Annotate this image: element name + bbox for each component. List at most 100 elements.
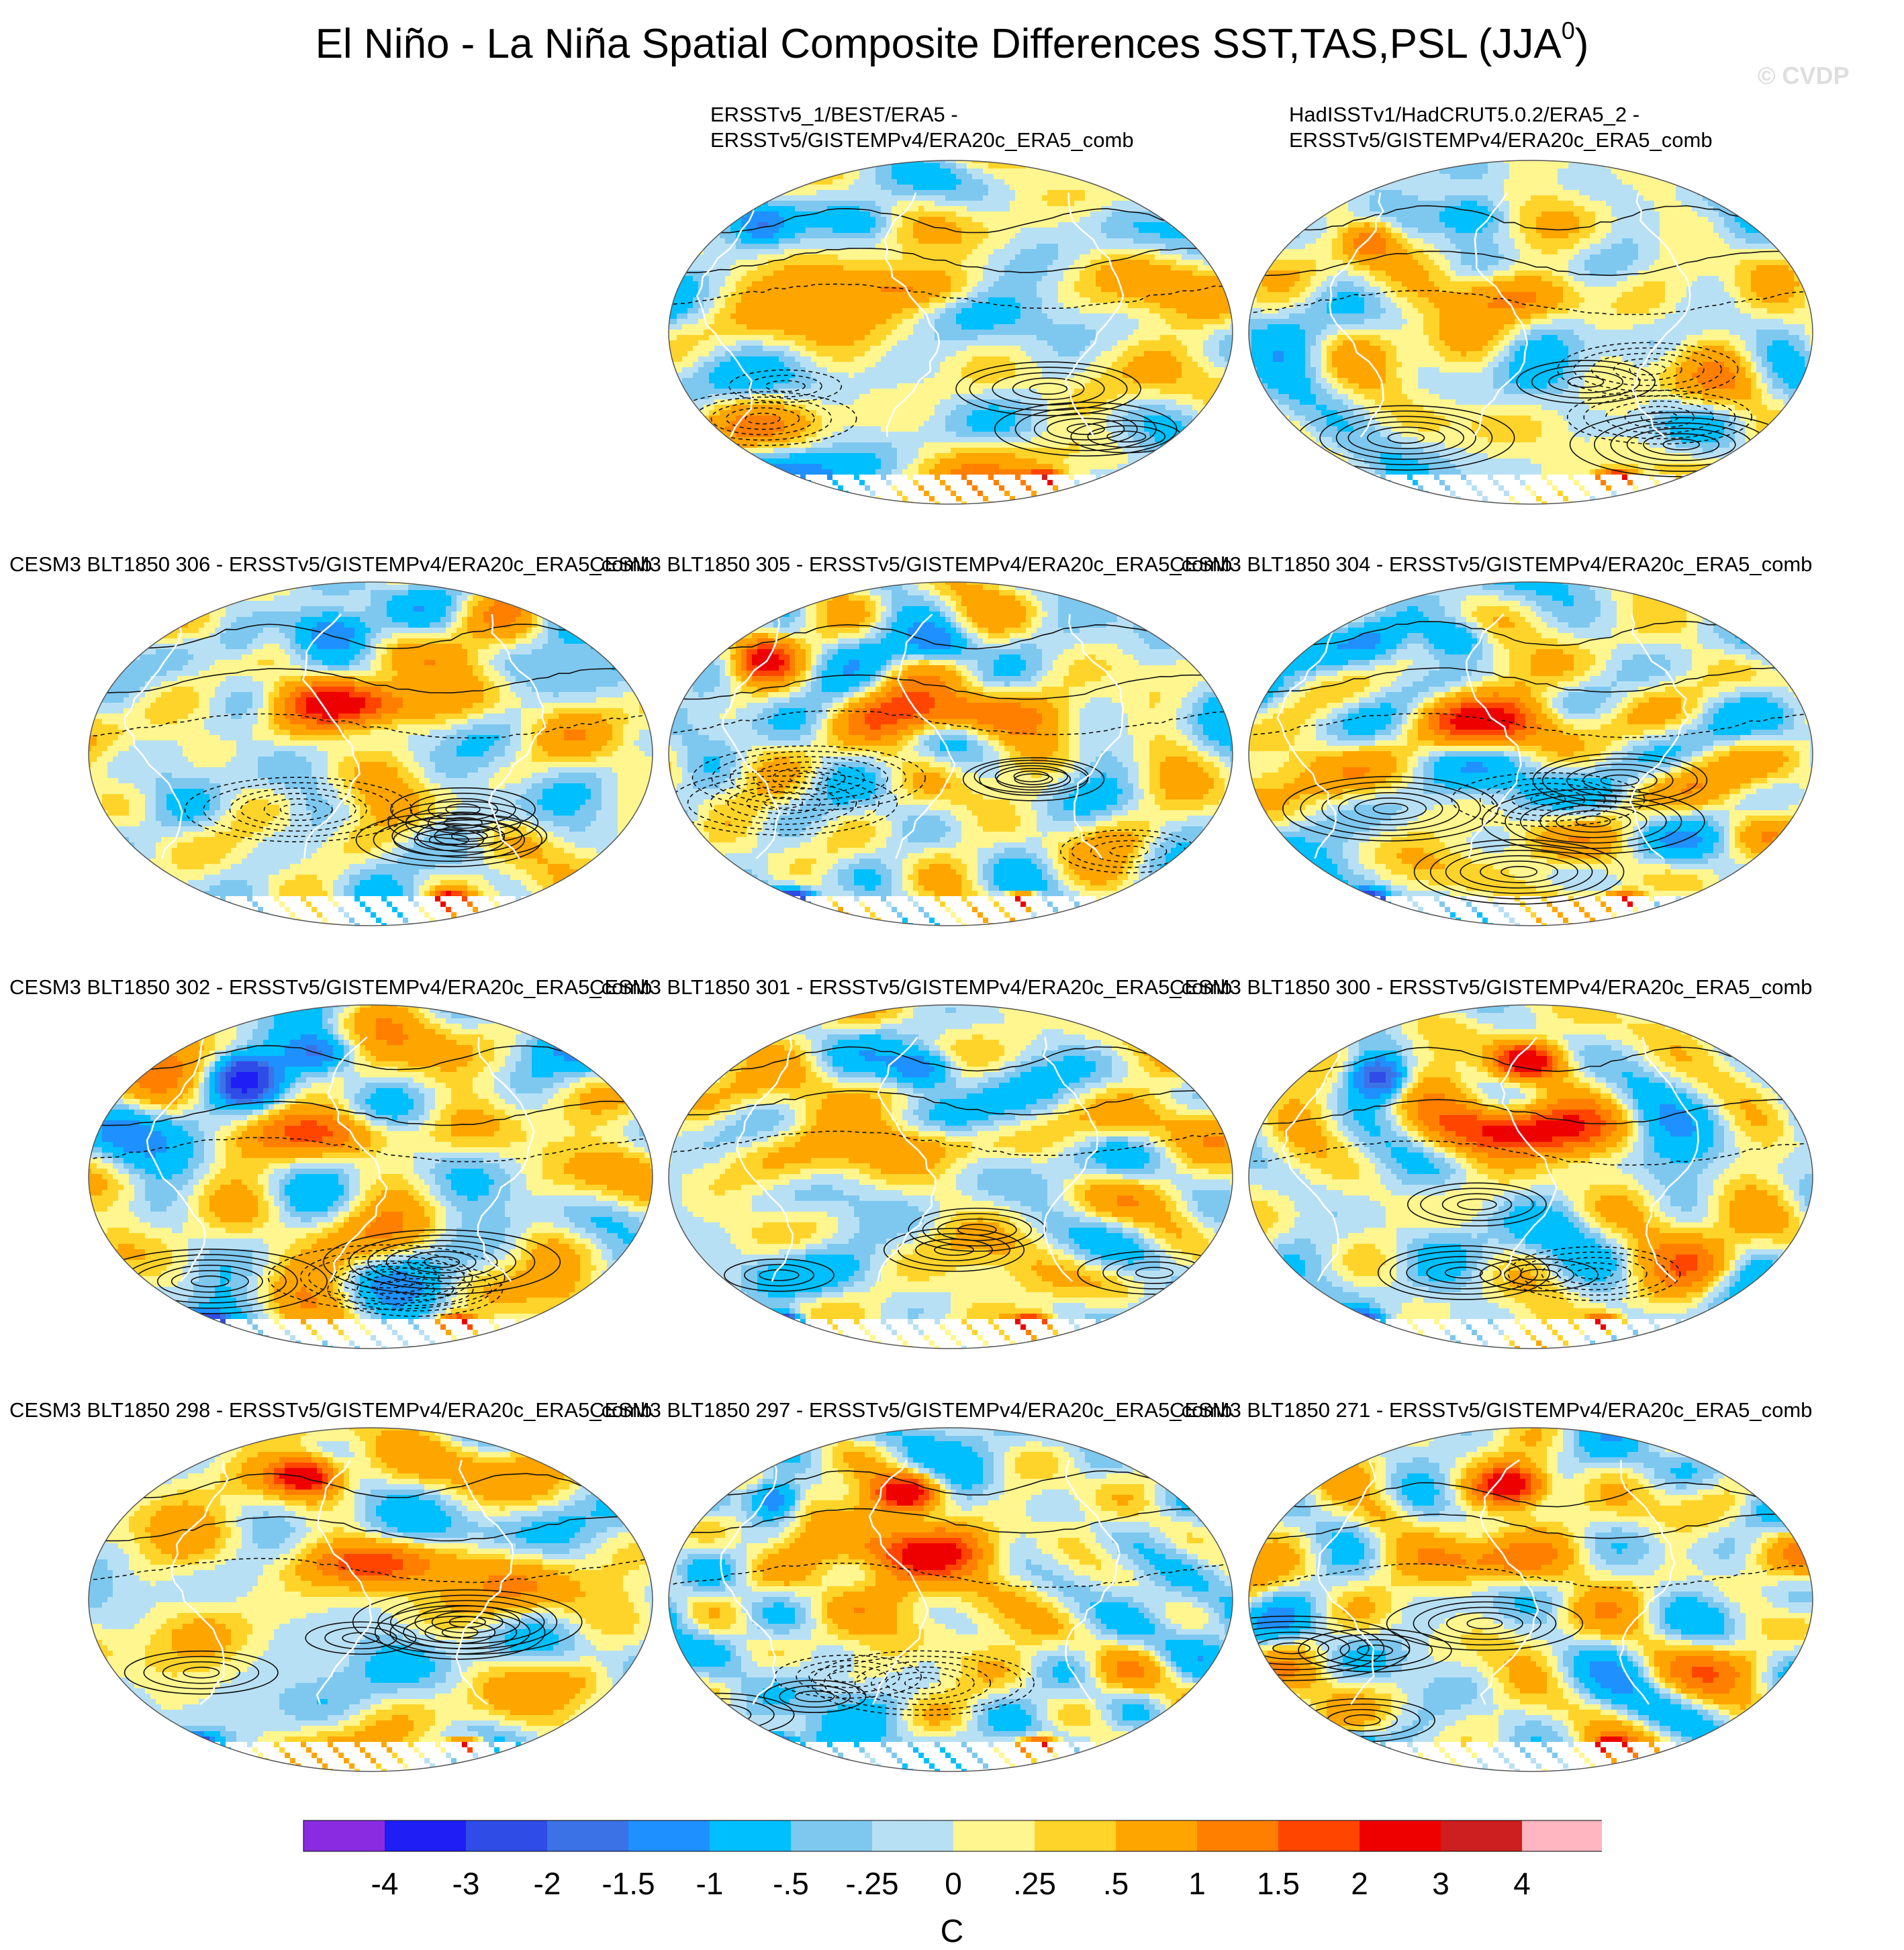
anomaly-cell: [1037, 244, 1043, 250]
anomaly-cell: [1198, 410, 1204, 416]
anomaly-cell: [752, 217, 758, 223]
anomaly-cell: [886, 442, 892, 448]
anomaly-cell: [972, 179, 978, 185]
anomaly-cell: [682, 394, 688, 400]
anomaly-cell: [951, 346, 957, 352]
anomaly-cell: [1160, 281, 1166, 287]
anomaly-cell: [961, 448, 967, 454]
anomaly-cell: [827, 265, 833, 271]
anomaly-cell: [870, 351, 876, 357]
anomaly-cell: [773, 426, 779, 432]
anomaly-cell: [682, 287, 688, 293]
anomaly-cell: [1069, 249, 1075, 255]
anomaly-cell: [859, 185, 865, 191]
anomaly-cell: [1063, 276, 1069, 282]
anomaly-cell: [1225, 346, 1231, 352]
anomaly-cell: [988, 426, 994, 432]
anomaly-cell: [827, 303, 833, 309]
anomaly-cell: [1112, 281, 1118, 287]
anomaly-cell: [822, 367, 828, 373]
anomaly-cell: [1198, 308, 1204, 314]
anomaly-cell: [1208, 351, 1215, 357]
anomaly-cell: [886, 437, 892, 443]
anomaly-cell: [999, 383, 1005, 389]
anomaly-cell: [929, 206, 935, 212]
anomaly-cell: [677, 351, 683, 357]
anomaly-cell: [918, 163, 924, 169]
anomaly-cell: [832, 335, 839, 341]
anomaly-cell: [983, 362, 989, 368]
anomaly-cell: [1063, 287, 1069, 293]
anomaly-cell: [1020, 168, 1027, 175]
anomaly-cell: [1031, 206, 1037, 212]
anomaly-cell: [843, 233, 849, 239]
anomaly-cell: [1117, 340, 1123, 346]
anomaly-cell: [1203, 356, 1209, 362]
anomaly-cell: [956, 174, 962, 180]
anomaly-cell: [875, 351, 882, 357]
anomaly-cell: [800, 228, 806, 234]
anomaly-cell: [811, 383, 817, 389]
anomaly-cell: [897, 287, 903, 293]
anomaly-cell: [967, 168, 973, 175]
anomaly-cell: [978, 292, 984, 298]
anomaly-cell: [1176, 346, 1182, 352]
anomaly-cell: [1155, 303, 1161, 309]
anomaly-cell: [908, 351, 914, 357]
anomaly-cell: [940, 356, 946, 362]
anomaly-cell: [999, 373, 1005, 379]
anomaly-cell: [988, 437, 994, 443]
anomaly-cell: [1133, 238, 1139, 244]
anomaly-cell: [790, 313, 796, 320]
anomaly-cell: [870, 324, 876, 330]
anomaly-cell: [983, 281, 989, 287]
anomaly-cell: [795, 260, 801, 266]
anomaly-cell: [951, 238, 957, 244]
anomaly-cell: [1037, 238, 1043, 244]
anomaly-cell: [838, 308, 844, 314]
anomaly-cell: [720, 416, 726, 422]
anomaly-cell: [1004, 222, 1010, 228]
anomaly-cell: [897, 254, 903, 260]
anomaly-cell: [790, 249, 796, 255]
anomaly-cell: [1101, 351, 1107, 357]
anomaly-cell: [838, 319, 844, 325]
anomaly-cell: [1090, 222, 1096, 228]
anomaly-cell: [838, 426, 844, 432]
anomaly-cell: [967, 287, 973, 293]
anomaly-cell: [1171, 356, 1177, 362]
anomaly-cell: [870, 228, 876, 234]
anomaly-cell: [908, 228, 914, 234]
anomaly-cell: [773, 383, 779, 389]
anomaly-cell: [1182, 292, 1188, 298]
anomaly-cell: [687, 399, 694, 405]
anomaly-cell: [1069, 313, 1075, 320]
anomaly-cell: [736, 308, 742, 314]
anomaly-cell: [795, 271, 801, 277]
anomaly-cell: [875, 217, 882, 223]
anomaly-cell: [779, 281, 785, 287]
anomaly-cell: [1037, 308, 1043, 314]
anomaly-cell: [875, 362, 882, 368]
anomaly-cell: [870, 233, 876, 239]
anomaly-cell: [967, 233, 973, 239]
anomaly-cell: [1010, 426, 1016, 432]
anomaly-cell: [924, 292, 930, 298]
anomaly-cell: [854, 319, 860, 325]
anomaly-cell: [779, 233, 785, 239]
anomaly-cell: [978, 158, 984, 164]
anomaly-cell: [1133, 297, 1139, 303]
anomaly-cell: [1015, 281, 1021, 287]
anomaly-cell: [1144, 201, 1150, 207]
anomaly-cell: [940, 185, 946, 191]
anomaly-cell: [849, 437, 855, 443]
anomaly-cell: [741, 297, 747, 303]
anomaly-cell: [795, 292, 801, 298]
anomaly-cell: [1128, 351, 1134, 357]
anomaly-cell: [741, 383, 747, 389]
anomaly-cell: [1182, 389, 1188, 395]
anomaly-cell: [784, 281, 790, 287]
anomaly-cell: [1106, 389, 1112, 395]
anomaly-cell: [838, 356, 844, 362]
anomaly-cell: [935, 179, 941, 185]
